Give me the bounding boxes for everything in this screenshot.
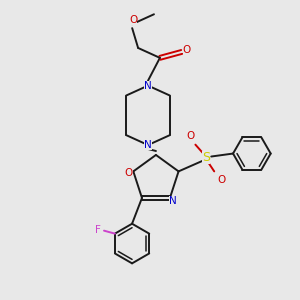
Text: O: O	[217, 175, 225, 185]
Text: O: O	[182, 45, 191, 55]
Text: F: F	[95, 225, 101, 235]
Text: O: O	[186, 131, 195, 141]
Text: S: S	[202, 151, 210, 164]
Text: N: N	[144, 140, 152, 150]
Text: O: O	[129, 15, 137, 25]
Text: O: O	[124, 168, 133, 178]
Text: N: N	[144, 81, 152, 91]
Text: N: N	[169, 196, 177, 206]
